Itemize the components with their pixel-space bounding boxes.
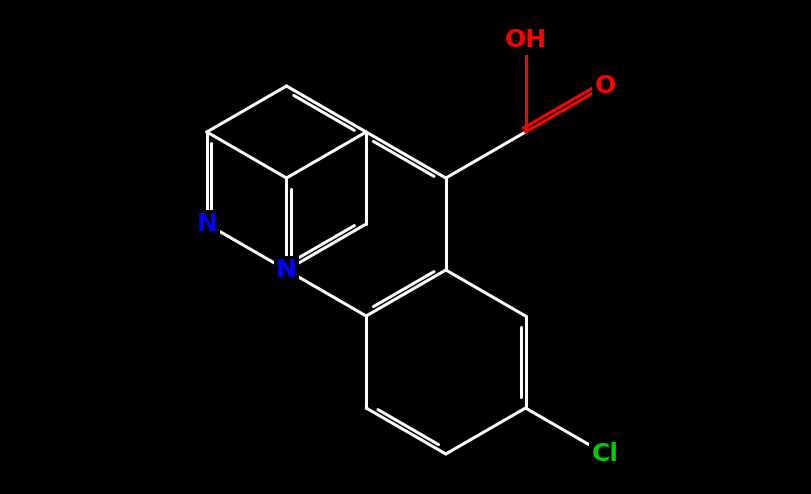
Text: Cl: Cl (591, 442, 618, 466)
Text: OH: OH (504, 28, 546, 52)
Text: N: N (196, 212, 217, 236)
Text: O: O (594, 74, 615, 98)
Text: N: N (276, 258, 297, 282)
